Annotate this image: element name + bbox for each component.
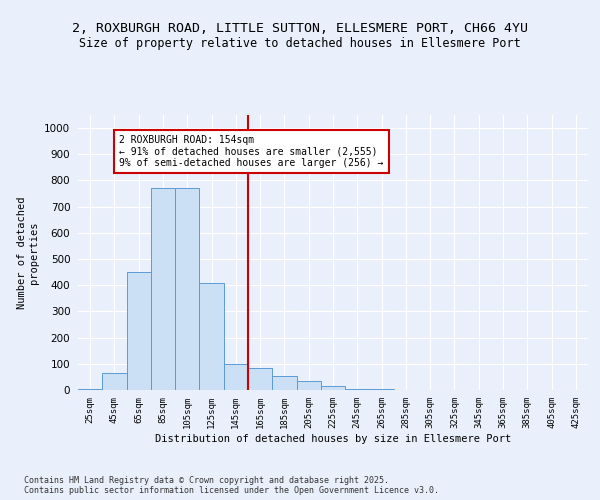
Text: Contains HM Land Registry data © Crown copyright and database right 2025.
Contai: Contains HM Land Registry data © Crown c… — [24, 476, 439, 495]
Y-axis label: Number of detached
properties: Number of detached properties — [17, 196, 38, 308]
X-axis label: Distribution of detached houses by size in Ellesmere Port: Distribution of detached houses by size … — [155, 434, 511, 444]
Bar — [248, 368, 272, 390]
Bar — [272, 376, 296, 390]
Bar — [102, 373, 127, 390]
Bar — [175, 188, 199, 390]
Bar — [151, 188, 175, 390]
Bar — [199, 282, 224, 390]
Text: 2 ROXBURGH ROAD: 154sqm
← 91% of detached houses are smaller (2,555)
9% of semi-: 2 ROXBURGH ROAD: 154sqm ← 91% of detache… — [119, 134, 383, 168]
Bar — [127, 272, 151, 390]
Text: 2, ROXBURGH ROAD, LITTLE SUTTON, ELLESMERE PORT, CH66 4YU: 2, ROXBURGH ROAD, LITTLE SUTTON, ELLESME… — [72, 22, 528, 36]
Text: Size of property relative to detached houses in Ellesmere Port: Size of property relative to detached ho… — [79, 38, 521, 51]
Bar — [321, 386, 345, 390]
Bar — [296, 381, 321, 390]
Bar — [78, 388, 102, 390]
Bar — [345, 388, 370, 390]
Bar — [224, 364, 248, 390]
